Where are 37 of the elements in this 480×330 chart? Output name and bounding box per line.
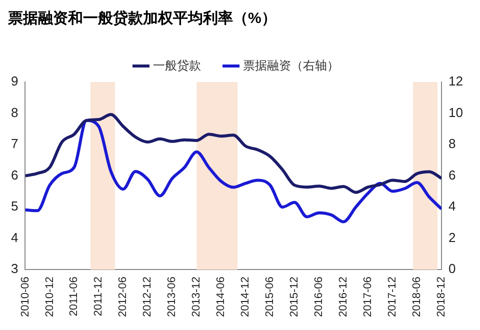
y2-tick-label: 6: [448, 167, 456, 182]
y2-tick-label: 2: [448, 230, 456, 245]
x-tick-label: 2016-12: [338, 276, 350, 318]
x-tick-label: 2016-06: [313, 276, 326, 318]
legend-label: 一般贷款: [153, 58, 201, 72]
y2-tick-label: 4: [448, 198, 456, 214]
x-tick-label: 2015-06: [264, 276, 276, 318]
x-tick-label: 2017-06: [362, 276, 374, 318]
x-tick-label: 2010-06: [19, 276, 32, 318]
x-tick-label: 2015-12: [288, 276, 301, 318]
line-series: [25, 113, 442, 194]
line-series: [25, 118, 442, 224]
y2-tick-label: 0: [448, 261, 456, 276]
x-tick-label: 2014-12: [240, 276, 252, 318]
y-tick-label: 4: [10, 230, 18, 245]
x-tick-label: 2018-12: [436, 276, 448, 318]
y-tick-label: 8: [10, 104, 18, 120]
y-tick-label: 6: [10, 167, 18, 182]
y2-tick-label: 10: [448, 104, 464, 120]
x-tick-label: 2013-06: [166, 276, 178, 318]
y2-tick-label: 12: [448, 74, 464, 89]
y-tick-label: 5: [10, 198, 18, 214]
x-tick-label: 2012-06: [117, 276, 130, 318]
x-tick-label: 2010-12: [44, 276, 56, 318]
y2-tick-label: 8: [448, 136, 456, 152]
x-tick-label: 2017-12: [386, 276, 399, 318]
x-tick-label: 2014-06: [215, 276, 228, 318]
chart-title: 票据融资和一般贷款加权平均利率（%）: [7, 9, 276, 28]
x-tick-label: 2012-12: [142, 276, 154, 318]
x-tick-label: 2011-06: [68, 276, 80, 316]
y-tick-label: 7: [10, 136, 18, 152]
y-tick-label: 9: [10, 74, 18, 89]
x-tick-label: 2011-12: [92, 276, 105, 316]
legend-label: 票据融资（右轴）: [243, 58, 339, 72]
y-tick-label: 3: [10, 261, 18, 276]
x-tick-label: 2013-12: [190, 276, 203, 318]
x-tick-label: 2018-06: [411, 276, 424, 318]
